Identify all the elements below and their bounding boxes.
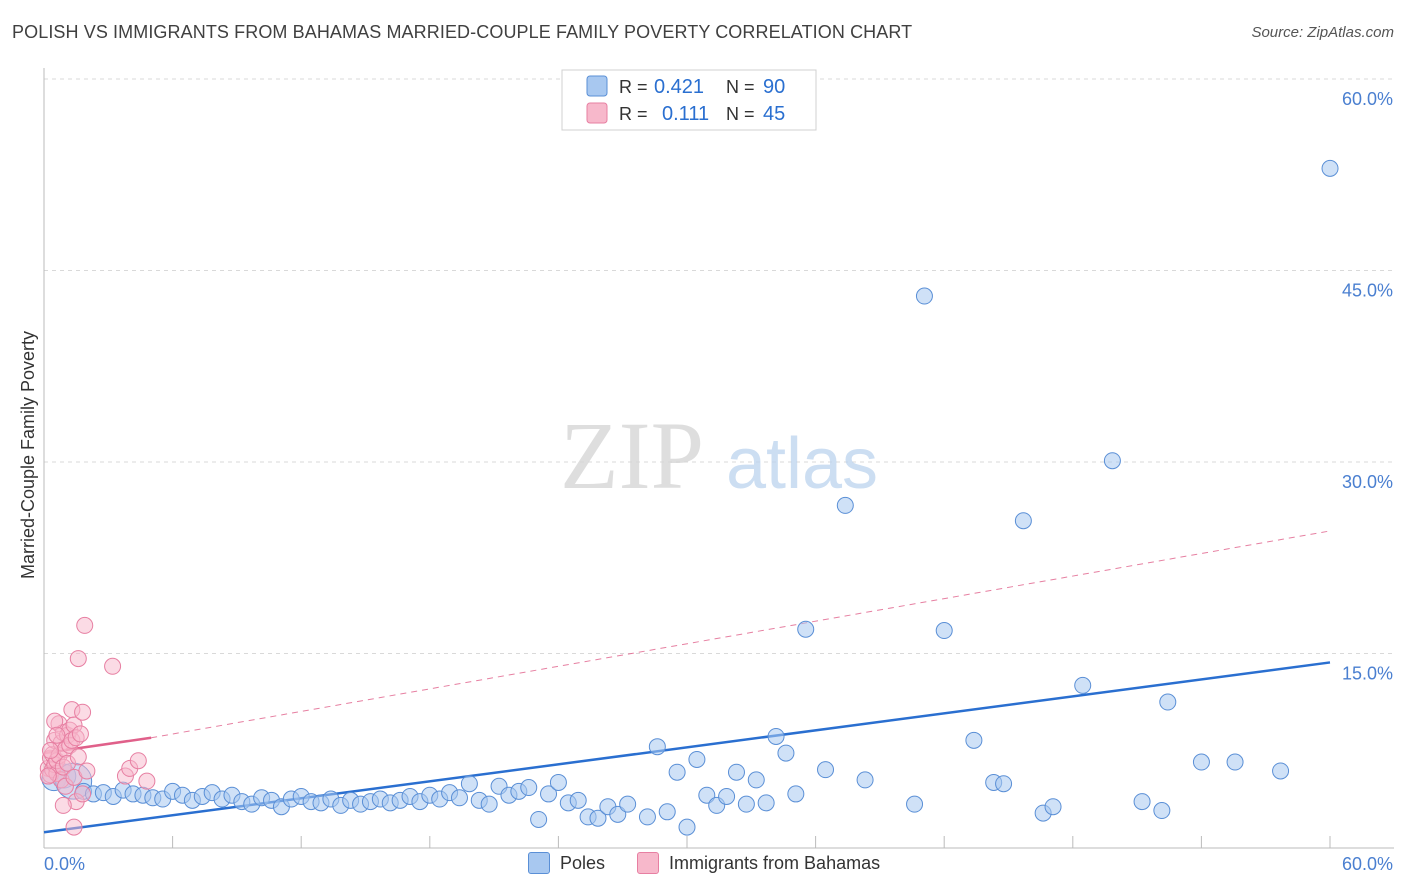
bahamas-point-37 bbox=[48, 726, 66, 744]
poles-point-50 bbox=[540, 785, 558, 803]
poles-point-53 bbox=[569, 791, 587, 809]
poles-point-65 bbox=[698, 786, 716, 804]
poles-point-95 bbox=[1272, 762, 1290, 780]
poles-point-89 bbox=[1103, 452, 1121, 470]
poles-point-93 bbox=[1192, 753, 1210, 771]
poles-point-70 bbox=[747, 771, 765, 789]
tick-labels: 15.0% 30.0% 45.0% 60.0% 0.0% 60.0% bbox=[44, 89, 1393, 874]
legend-item-poles[interactable]: Poles bbox=[528, 852, 605, 874]
y-axis-label: Married-Couple Family Poverty bbox=[18, 331, 38, 579]
poles-point-42 bbox=[460, 775, 478, 793]
stats-r-label-poles: R = bbox=[619, 77, 648, 97]
poles-point-48 bbox=[520, 779, 538, 797]
bahamas-point-44 bbox=[138, 772, 156, 790]
legend-label-bahamas: Immigrants from Bahamas bbox=[669, 852, 881, 873]
bahamas-point-33 bbox=[78, 762, 96, 780]
poles-point-61 bbox=[658, 803, 676, 821]
x-tick-label-0: 0.0% bbox=[44, 854, 85, 874]
poles-point-87 bbox=[1044, 798, 1062, 816]
poles-point-67 bbox=[718, 787, 736, 805]
x-tick-label-1: 60.0% bbox=[1342, 854, 1393, 874]
bahamas-point-35 bbox=[41, 742, 59, 760]
bahamas-point-28 bbox=[69, 748, 87, 766]
y-tick-label-1: 30.0% bbox=[1342, 472, 1393, 492]
watermark: ZIP atlas bbox=[560, 402, 878, 509]
poles-point-59 bbox=[638, 808, 656, 826]
poles-point-92 bbox=[1159, 693, 1177, 711]
poles-point-55 bbox=[589, 809, 607, 827]
poles-point-58 bbox=[619, 795, 637, 813]
poles-point-51 bbox=[549, 773, 567, 791]
poles-point-73 bbox=[777, 744, 795, 762]
stats-n-value-bahamas: 45 bbox=[763, 103, 785, 125]
poles-point-84 bbox=[995, 775, 1013, 793]
y-tick-label-0: 15.0% bbox=[1342, 664, 1393, 684]
poles-point-69 bbox=[737, 795, 755, 813]
poles-point-74 bbox=[787, 785, 805, 803]
legend-swatch-bahamas bbox=[637, 852, 660, 874]
bahamas-point-39 bbox=[65, 818, 83, 836]
stats-n-label-poles: N = bbox=[726, 77, 755, 97]
poles-point-96 bbox=[1321, 159, 1339, 177]
bahamas-point-30 bbox=[74, 703, 92, 721]
poles-point-76 bbox=[817, 761, 835, 779]
poles-point-57 bbox=[609, 805, 627, 823]
series-legend: Poles Immigrants from Bahamas bbox=[528, 852, 912, 874]
poles-point-62 bbox=[668, 763, 686, 781]
gridlines bbox=[44, 78, 1394, 654]
poles-point-49 bbox=[530, 810, 548, 828]
poles-point-78 bbox=[856, 771, 874, 789]
bahamas-point-40 bbox=[104, 657, 122, 675]
poles-point-85 bbox=[1014, 512, 1032, 530]
stats-swatch-poles bbox=[586, 75, 608, 97]
poles-point-88 bbox=[1074, 676, 1092, 694]
poles-point-64 bbox=[688, 750, 706, 768]
poles-point-63 bbox=[678, 818, 696, 836]
chart-title: POLISH VS IMMIGRANTS FROM BAHAMAS MARRIE… bbox=[12, 22, 913, 42]
bahamas-point-34 bbox=[39, 767, 57, 785]
y-tick-label-2: 45.0% bbox=[1342, 281, 1393, 301]
poles-point-80 bbox=[915, 287, 933, 305]
poles-point-68 bbox=[727, 763, 745, 781]
legend-swatch-poles bbox=[528, 852, 550, 874]
stats-r-value-bahamas: 0.111 bbox=[662, 103, 709, 125]
stats-n-label-bahamas: N = bbox=[726, 104, 755, 124]
bahamas-point-38 bbox=[54, 796, 72, 814]
stats-n-value-poles: 90 bbox=[763, 76, 785, 98]
poles-point-82 bbox=[965, 731, 983, 749]
poles-point-75 bbox=[797, 620, 815, 638]
poles-point-60 bbox=[648, 738, 666, 756]
stats-r-label-bahamas: R = bbox=[619, 104, 648, 124]
bahamas-point-43 bbox=[129, 752, 147, 770]
poles-point-77 bbox=[836, 496, 854, 514]
trend-lines bbox=[43, 530, 1331, 834]
bahamas-point-27 bbox=[69, 650, 87, 668]
bahamas-trend-extension bbox=[151, 530, 1331, 739]
poles-point-79 bbox=[906, 795, 924, 813]
poles-point-90 bbox=[1133, 793, 1151, 811]
bahamas-point-36 bbox=[46, 712, 64, 730]
stats-swatch-bahamas bbox=[586, 102, 608, 124]
poles-point-71 bbox=[757, 794, 775, 812]
bahamas-point-31 bbox=[74, 785, 92, 803]
bahamas-point-29 bbox=[71, 725, 89, 743]
watermark-atlas: atlas bbox=[726, 424, 878, 504]
y-tick-label-3: 60.0% bbox=[1342, 89, 1393, 109]
legend-label-poles: Poles bbox=[560, 852, 606, 873]
axes bbox=[43, 68, 1394, 849]
stats-legend: R = 0.421 N = 90 R = 0.111 N = 45 bbox=[561, 69, 817, 131]
bahamas-point-32 bbox=[76, 616, 94, 634]
poles-point-41 bbox=[450, 789, 468, 807]
poles-point-91 bbox=[1153, 802, 1171, 820]
bahamas-points bbox=[39, 616, 156, 836]
poles-point-44 bbox=[480, 795, 498, 813]
poles-point-81 bbox=[935, 622, 953, 640]
poles-point-72 bbox=[767, 727, 785, 745]
watermark-zip: ZIP bbox=[560, 402, 704, 509]
source-credit: Source: ZipAtlas.com bbox=[1251, 24, 1394, 41]
stats-r-value-poles: 0.421 bbox=[654, 76, 704, 98]
legend-item-bahamas[interactable]: Immigrants from Bahamas bbox=[637, 852, 880, 874]
poles-point-94 bbox=[1226, 753, 1244, 771]
